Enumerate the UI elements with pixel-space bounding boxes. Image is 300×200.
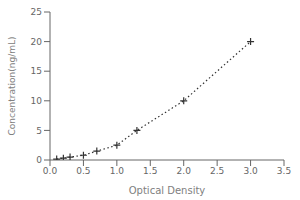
svg-text:0: 0 (36, 155, 42, 165)
svg-text:25: 25 (31, 7, 42, 17)
svg-text:Optical Density: Optical Density (129, 185, 206, 196)
svg-text:3.0: 3.0 (243, 166, 258, 176)
svg-text:0.0: 0.0 (43, 166, 58, 176)
svg-text:10: 10 (31, 96, 43, 106)
svg-text:15: 15 (31, 66, 42, 76)
svg-text:1.5: 1.5 (143, 166, 157, 176)
svg-text:1.0: 1.0 (110, 166, 125, 176)
svg-text:Concentration(ng/mL): Concentration(ng/mL) (8, 37, 17, 136)
svg-text:0.5: 0.5 (76, 166, 90, 176)
svg-text:2.5: 2.5 (210, 166, 224, 176)
svg-text:3.5: 3.5 (277, 166, 291, 176)
svg-text:5: 5 (36, 126, 42, 136)
svg-text:20: 20 (31, 37, 43, 47)
svg-text:2.0: 2.0 (177, 166, 192, 176)
